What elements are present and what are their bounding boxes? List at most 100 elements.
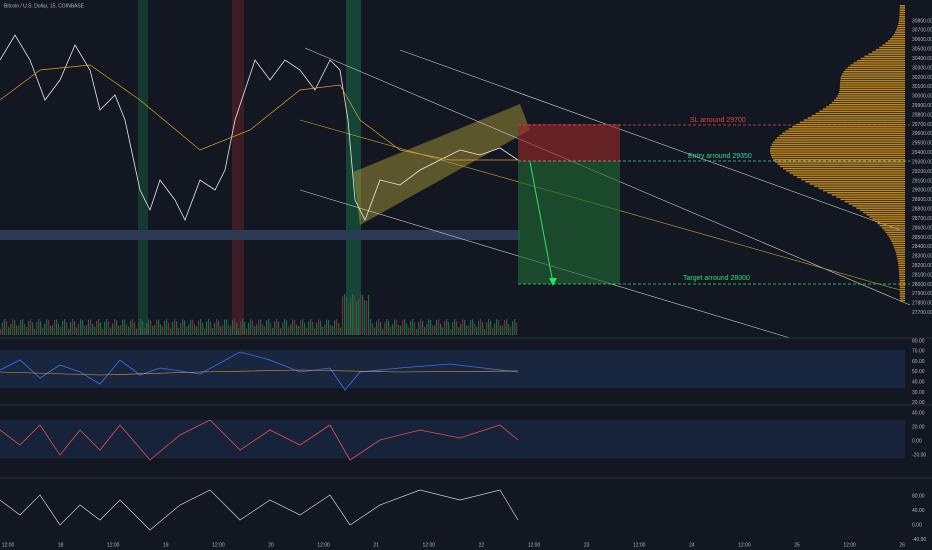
profile-bar — [872, 51, 905, 53]
time-label: 12:00 — [212, 542, 225, 548]
volume-bar — [216, 319, 218, 335]
volume-bar — [290, 324, 292, 335]
price-label: 30800.00 — [912, 18, 932, 24]
volume-bar — [96, 320, 98, 335]
profile-bar — [898, 271, 905, 273]
profile-bar — [899, 297, 905, 300]
volume-bar — [368, 295, 370, 335]
volume-bar — [304, 323, 306, 335]
time-label: 12:00 — [423, 542, 436, 548]
indicator-label: 80.00 — [912, 493, 925, 499]
volume-bar — [118, 325, 120, 335]
volume-bar — [140, 319, 142, 335]
volume-bar — [180, 323, 182, 335]
profile-bar — [852, 205, 905, 207]
profile-bar — [899, 291, 905, 293]
volume-bar — [468, 325, 470, 335]
volume-bar — [466, 325, 468, 335]
profile-bar — [882, 44, 905, 47]
volume-bar — [174, 319, 176, 335]
volume-bar — [374, 327, 376, 335]
volume-bar — [164, 320, 166, 335]
volume-bar — [426, 323, 428, 335]
volume-bar — [186, 326, 188, 335]
time-label: 20 — [268, 542, 274, 548]
volume-bar — [50, 325, 52, 335]
volume-bar — [230, 326, 232, 335]
volume-bar — [438, 319, 440, 335]
time-label: 12:00 — [528, 542, 541, 548]
profile-bar — [883, 229, 905, 231]
volume-bar — [28, 320, 30, 335]
volume-bar — [26, 327, 28, 335]
profile-bar — [887, 40, 905, 42]
volume-bar — [226, 319, 228, 335]
profile-bar — [842, 73, 905, 75]
volume-bar — [282, 322, 284, 335]
profile-bar — [799, 121, 905, 124]
volume-bar — [70, 322, 72, 335]
volume-bar — [280, 328, 282, 335]
volume-bar — [488, 319, 490, 335]
price-label: 29700.00 — [912, 122, 932, 128]
time-label: 21 — [373, 542, 379, 548]
volume-bar — [510, 326, 512, 335]
volume-bar — [416, 328, 418, 335]
profile-bar — [840, 198, 905, 201]
volume-bar — [376, 321, 378, 335]
volume-bar — [296, 324, 298, 335]
volume-bar — [208, 319, 210, 335]
volume-bar — [106, 319, 108, 335]
arrow-head — [549, 278, 557, 286]
volume-bar — [392, 323, 394, 335]
profile-bar — [875, 49, 905, 51]
volume-bar — [506, 319, 508, 335]
volume-bar — [344, 294, 346, 335]
volume-bar — [102, 328, 104, 335]
volume-bar — [260, 319, 262, 335]
profile-bar — [801, 178, 905, 181]
volume-bar — [264, 326, 266, 335]
volume-bar — [68, 328, 70, 335]
volume-bar — [178, 327, 180, 335]
profile-bar — [899, 18, 905, 20]
chart-title: Bitcoin / U.S. Dollar, 15, COINBASE — [4, 3, 85, 9]
profile-bar — [897, 27, 905, 29]
volume-bar — [114, 319, 116, 335]
profile-bar — [891, 240, 905, 242]
price-label: 29600.00 — [912, 131, 932, 137]
profile-bar — [888, 236, 905, 238]
volume-bar — [160, 324, 162, 335]
volume-bar — [192, 319, 194, 335]
price-label: 28100.00 — [912, 272, 932, 278]
price-label: 28500.00 — [912, 235, 932, 241]
volume-bar — [18, 325, 20, 335]
volume-bars — [0, 294, 518, 335]
profile-bar — [899, 9, 905, 11]
volume-bar — [238, 328, 240, 335]
indicator-label: 80.00 — [912, 338, 925, 344]
price-label: 30500.00 — [912, 47, 932, 53]
profile-bar — [848, 203, 905, 205]
price-label: 30700.00 — [912, 28, 932, 34]
profile-bar — [785, 130, 905, 132]
volume-bar — [182, 319, 184, 335]
volume-bar — [90, 319, 92, 335]
profile-bar — [899, 282, 905, 284]
profile-bar — [899, 277, 905, 280]
volume-bar — [276, 319, 278, 335]
indicator-label: 40.00 — [912, 508, 925, 514]
stoch-line — [0, 489, 519, 531]
volume-bar — [446, 319, 448, 335]
price-label: 29200.00 — [912, 169, 932, 175]
volume-bar — [444, 321, 446, 335]
volume-bar — [338, 323, 340, 335]
profile-bar — [777, 163, 905, 165]
volume-bar — [422, 320, 424, 335]
profile-bar — [841, 75, 905, 77]
profile-bar — [895, 251, 905, 253]
profile-bar — [892, 35, 905, 38]
volume-bar — [314, 328, 316, 335]
profile-bar — [839, 84, 905, 86]
volume-bar — [110, 327, 112, 335]
